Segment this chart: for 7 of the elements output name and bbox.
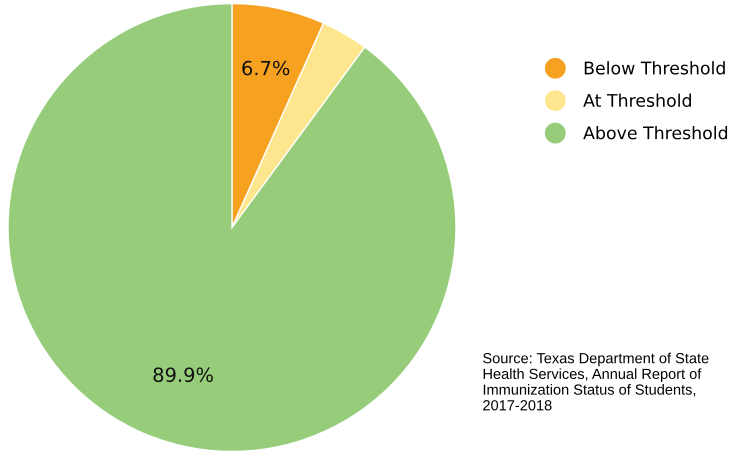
legend-label: Below Threshold <box>584 61 725 75</box>
source-note: Source: Texas Department of State Health Services, Annual Report of Immunization Status of Students, 2017-2018 <box>483 352 709 410</box>
data-label: 6.7% <box>242 60 290 76</box>
legend-label: At Threshold <box>583 94 691 107</box>
pie-slice <box>7 2 457 452</box>
legend-label: Above Threshold <box>583 126 728 140</box>
data-label: 89.9% <box>154 367 213 382</box>
